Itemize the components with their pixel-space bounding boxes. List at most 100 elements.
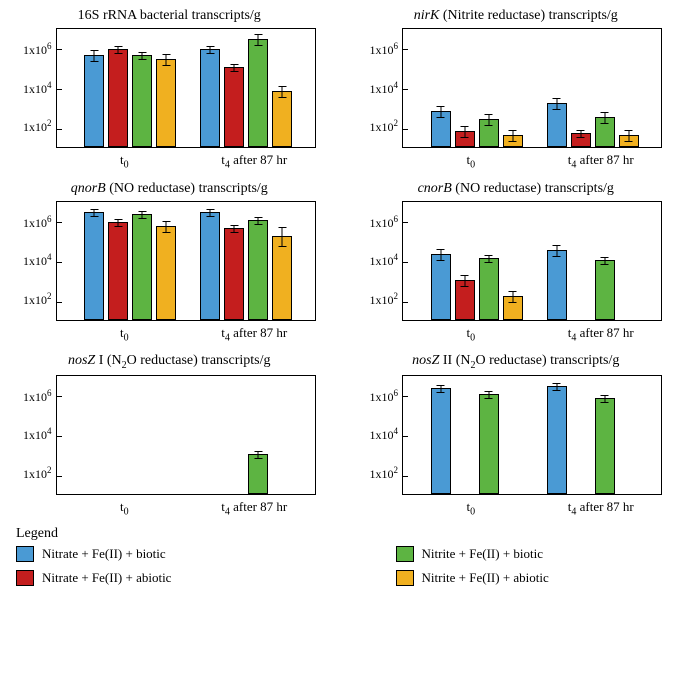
bar xyxy=(224,67,244,147)
x-label: t0 xyxy=(406,499,536,518)
bar xyxy=(132,214,152,320)
y-tick xyxy=(57,436,62,437)
x-label: t4 after 87 hr xyxy=(189,152,319,171)
bar xyxy=(455,131,475,147)
panel-nosz2: nosZ II (N2O reductase) transcripts/g 1x1… xyxy=(357,353,676,517)
error-bar-down xyxy=(234,229,235,233)
bar xyxy=(619,135,639,147)
bar xyxy=(595,117,615,147)
error-bar-down xyxy=(628,136,629,142)
x-label: t0 xyxy=(406,152,536,171)
error-bar-down xyxy=(94,56,95,62)
y-axis: 1x106 1x104 1x102 xyxy=(370,375,403,495)
legend: Legend Nitrate + Fe(II) + biotic Nitrite … xyxy=(10,526,675,586)
y-tick xyxy=(57,129,62,130)
bar xyxy=(248,454,268,494)
bar xyxy=(84,212,104,320)
bar xyxy=(547,250,567,320)
error-bar-down xyxy=(488,259,489,263)
error-bar-down xyxy=(604,399,605,403)
panel-cnorb: cnorB (NO reductase) transcripts/g 1x106 1… xyxy=(357,181,676,344)
panel-nirk: nirK (Nitrite reductase) transcripts/g1x… xyxy=(357,8,676,171)
bar-group xyxy=(82,49,178,147)
legend-title: Legend xyxy=(16,526,675,542)
x-axis: t0t4 after 87 hr xyxy=(406,152,666,171)
bar xyxy=(84,55,104,147)
y-tick-label: 1x104 xyxy=(370,426,399,443)
x-label: t4 after 87 hr xyxy=(189,325,319,344)
panel-title: nosZ II (N2O reductase) transcripts/g xyxy=(412,353,619,371)
error-bar-down xyxy=(440,389,441,393)
plot-area xyxy=(402,201,662,321)
x-axis: t0t4 after 87 hr xyxy=(406,325,666,344)
bar xyxy=(479,258,499,320)
plot-area xyxy=(56,375,316,495)
bar xyxy=(248,39,268,147)
error-bar-down xyxy=(258,221,259,225)
x-axis: t0t4 after 87 hr xyxy=(59,499,319,518)
bar-group xyxy=(198,454,294,494)
y-tick xyxy=(403,129,408,130)
error-bar-down xyxy=(556,251,557,257)
bar xyxy=(156,226,176,320)
y-tick xyxy=(403,222,408,223)
legend-swatch xyxy=(396,546,414,562)
bar xyxy=(479,394,499,494)
error-bar-down xyxy=(234,68,235,72)
y-tick xyxy=(403,262,408,263)
y-tick xyxy=(403,396,408,397)
panel-qnorb: qnorB (NO reductase) transcripts/g1x1061… xyxy=(10,181,329,344)
bar xyxy=(571,133,591,147)
y-axis: 1x1061x1041x102 xyxy=(370,201,403,321)
error-bar-down xyxy=(580,134,581,138)
chart-grid: 16S rRNA bacterial transcripts/g 1x106 1x1… xyxy=(10,8,675,518)
y-tick-label: 1x102 xyxy=(23,465,52,482)
legend-item: Nitrite + Fe(II) + abiotic xyxy=(396,570,676,586)
legend-swatch xyxy=(396,570,414,586)
bar-group xyxy=(545,250,641,320)
plot-area xyxy=(402,28,662,148)
bar xyxy=(595,398,615,494)
y-tick-label: 1x102 xyxy=(370,118,399,135)
error-bar-down xyxy=(556,104,557,110)
panel-title: cnorB (NO reductase) transcripts/g xyxy=(418,181,614,197)
plot-area xyxy=(402,375,662,495)
panel-title: 16S rRNA bacterial transcripts/g xyxy=(78,8,261,24)
y-tick-label: 1x102 xyxy=(23,118,52,135)
bar xyxy=(224,228,244,320)
y-tick-label: 1x106 xyxy=(370,388,399,405)
bar-group xyxy=(82,212,178,320)
y-tick-label: 1x106 xyxy=(370,214,399,231)
y-tick xyxy=(57,49,62,50)
x-label: t0 xyxy=(59,325,189,344)
legend-item: Nitrate + Fe(II) + abiotic xyxy=(16,570,296,586)
bar xyxy=(132,55,152,147)
y-tick-label: 1x106 xyxy=(23,214,52,231)
x-axis: t0t4 after 87 hr xyxy=(406,499,666,518)
x-label: t0 xyxy=(59,152,189,171)
legend-item: Nitrite + Fe(II) + biotic xyxy=(396,546,676,562)
error-bar-down xyxy=(94,213,95,217)
error-bar-down xyxy=(118,50,119,54)
bar xyxy=(595,260,615,320)
y-tick-label: 1x104 xyxy=(370,252,399,269)
bar xyxy=(200,49,220,147)
error-bar-down xyxy=(258,455,259,459)
error-bar-down xyxy=(210,213,211,217)
y-axis: 1x1061x1041x102 xyxy=(23,375,56,495)
y-tick-label: 1x102 xyxy=(370,465,399,482)
legend-grid: Nitrate + Fe(II) + biotic Nitrite + Fe(II… xyxy=(16,546,675,586)
bar-group xyxy=(198,39,294,147)
error-bar-down xyxy=(440,112,441,118)
bar xyxy=(503,135,523,147)
x-axis: t0t4 after 87 hr xyxy=(59,325,319,344)
error-bar-down xyxy=(464,281,465,287)
y-tick-label: 1x106 xyxy=(23,41,52,58)
x-label: t0 xyxy=(59,499,189,518)
bar-group xyxy=(198,212,294,320)
plot-area xyxy=(56,201,316,321)
legend-label: Nitrate + Fe(II) + abiotic xyxy=(42,570,171,586)
bar xyxy=(547,103,567,147)
legend-item: Nitrate + Fe(II) + biotic xyxy=(16,546,296,562)
bar xyxy=(200,212,220,320)
